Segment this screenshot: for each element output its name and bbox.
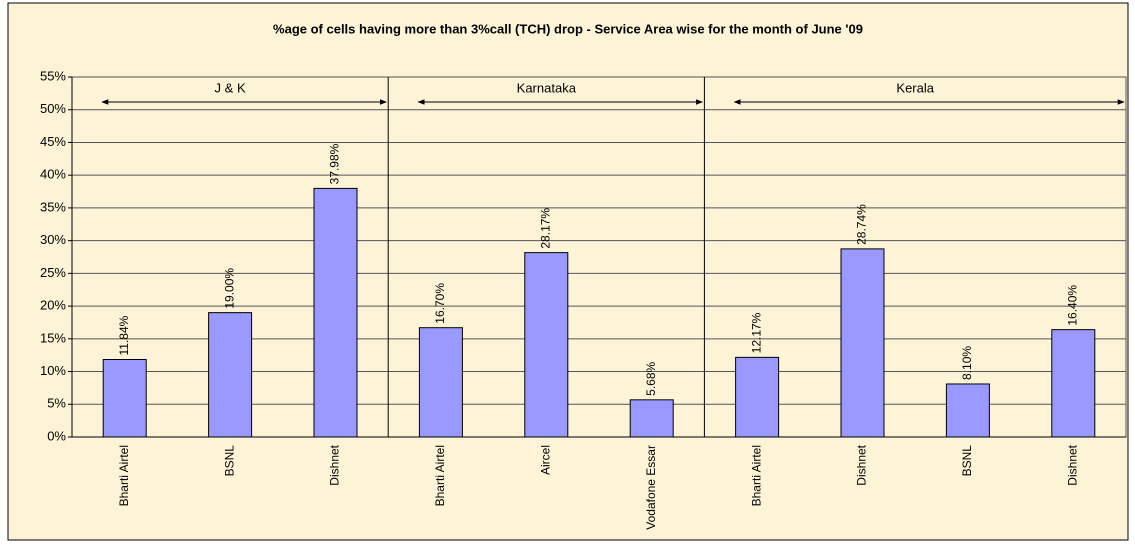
bar <box>313 187 358 438</box>
y-tick-label: 45% <box>40 134 66 149</box>
bar <box>945 383 990 438</box>
value-label: 19.00% <box>222 268 236 309</box>
bar <box>629 399 674 438</box>
value-label: 16.40% <box>1065 285 1079 326</box>
y-tick-label: 50% <box>40 101 66 116</box>
value-label: 37.98% <box>328 143 342 184</box>
bar <box>524 252 569 438</box>
x-tick-label: Bharti Airtel <box>117 445 131 506</box>
x-tick-label: Aircel <box>538 445 552 475</box>
chart-title: %age of cells having more than 3%call (T… <box>273 21 863 36</box>
y-tick-label: 30% <box>40 232 66 247</box>
y-tick-label: 5% <box>47 396 66 411</box>
value-label: 16.70% <box>433 283 447 324</box>
bar <box>208 312 253 438</box>
x-tick-label: Bharti Airtel <box>749 445 763 506</box>
y-tick-label: 25% <box>40 265 66 280</box>
y-tick-label: 10% <box>40 363 66 378</box>
value-label: 5.68% <box>644 361 658 395</box>
x-tick-label: Dishnet <box>328 444 342 485</box>
y-tick-label: 55% <box>40 68 66 83</box>
x-tick-label: Dishnet <box>1065 444 1079 485</box>
value-label: 28.74% <box>855 204 869 245</box>
bar <box>735 356 780 438</box>
x-tick-label: Dishnet <box>855 444 869 485</box>
y-tick-label: 40% <box>40 167 66 182</box>
value-label: 8.10% <box>960 346 974 380</box>
value-label: 28.17% <box>538 208 552 249</box>
y-tick-label: 0% <box>47 428 66 443</box>
bar <box>418 327 463 438</box>
bar <box>102 359 147 438</box>
y-tick-label: 35% <box>40 199 66 214</box>
x-tick-label: BSNL <box>960 445 974 477</box>
bar <box>1051 329 1096 438</box>
value-label: 12.17% <box>749 312 763 353</box>
bar <box>840 248 885 438</box>
group-label: Kerala <box>896 80 934 95</box>
y-tick-label: 20% <box>40 298 66 313</box>
group-label: Karnataka <box>517 80 577 95</box>
x-tick-label: Bharti Airtel <box>433 445 447 506</box>
x-tick-label: Vodafone Essar <box>644 445 658 530</box>
group-label: J & K <box>215 80 246 95</box>
value-label: 11.84% <box>117 315 131 355</box>
y-tick-label: 15% <box>40 330 66 345</box>
x-tick-label: BSNL <box>222 445 236 477</box>
